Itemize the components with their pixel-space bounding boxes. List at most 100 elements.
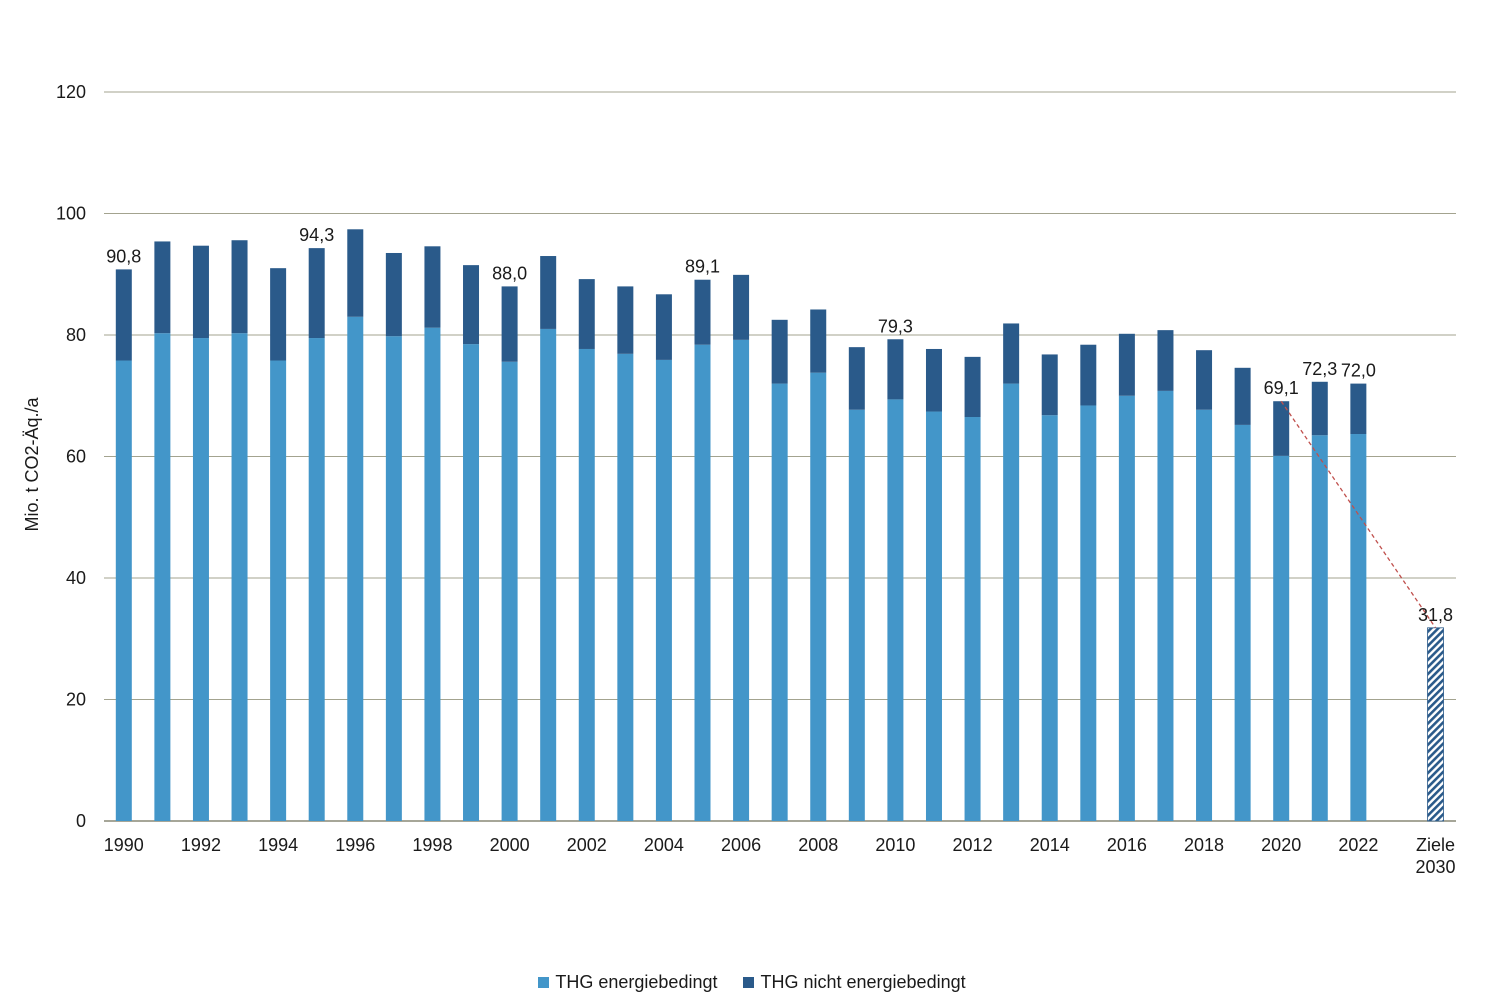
bar-energiebedingt <box>154 333 171 821</box>
data-label: 69,1 <box>1264 378 1299 398</box>
bar-energiebedingt <box>1157 390 1174 821</box>
bar-nicht-energiebedingt <box>270 268 287 361</box>
bar-energiebedingt <box>1234 424 1251 821</box>
legend-item-energiebedingt: THG energiebedingt <box>538 972 717 993</box>
bar-energiebedingt <box>578 348 595 821</box>
data-label: 90,8 <box>106 246 141 266</box>
bar-energiebedingt <box>347 316 364 821</box>
y-axis-label: Mio. t CO2-Äq./a <box>22 396 42 531</box>
x-tick-label: 2004 <box>644 835 684 855</box>
bar-nicht-energiebedingt <box>771 319 788 384</box>
bar-nicht-energiebedingt <box>887 339 904 400</box>
bar-energiebedingt <box>192 338 209 821</box>
bar-energiebedingt <box>1041 415 1058 821</box>
bar-nicht-energiebedingt <box>733 274 750 340</box>
bar-energiebedingt <box>385 336 402 821</box>
x-tick-label: 2002 <box>567 835 607 855</box>
x-tick-label: 2010 <box>875 835 915 855</box>
bar-nicht-energiebedingt <box>192 245 209 339</box>
data-label: 72,3 <box>1302 359 1337 379</box>
bar-energiebedingt <box>1350 434 1367 821</box>
bar-nicht-energiebedingt <box>655 294 672 360</box>
y-tick-label: 100 <box>56 204 86 224</box>
bar-energiebedingt <box>655 359 672 821</box>
bar-nicht-energiebedingt <box>154 241 171 334</box>
bar-nicht-energiebedingt <box>848 347 865 410</box>
bar-energiebedingt <box>115 360 132 821</box>
bar-nicht-energiebedingt <box>385 252 402 337</box>
bar-energiebedingt <box>463 344 480 821</box>
bar-energiebedingt <box>925 411 942 821</box>
x-tick-label: 2008 <box>798 835 838 855</box>
bar-nicht-energiebedingt <box>810 309 827 373</box>
bar-energiebedingt <box>308 338 325 821</box>
bars <box>115 229 1444 822</box>
bar-nicht-energiebedingt <box>1273 401 1290 456</box>
bar-nicht-energiebedingt <box>424 246 441 328</box>
y-tick-label: 60 <box>66 447 86 467</box>
y-tick-label: 120 <box>56 82 86 102</box>
x-tick-label: 2016 <box>1107 835 1147 855</box>
x-tick-label: 1990 <box>104 835 144 855</box>
legend-item-nicht-energiebedingt: THG nicht energiebedingt <box>743 972 966 993</box>
bar-ziel-2030 <box>1427 627 1444 822</box>
x-tick-label: 1992 <box>181 835 221 855</box>
bar-energiebedingt <box>848 409 865 821</box>
x-tick-label-line: Ziele <box>1416 835 1455 855</box>
bar-nicht-energiebedingt <box>1196 350 1213 410</box>
bar-nicht-energiebedingt <box>347 229 364 317</box>
bar-nicht-energiebedingt <box>308 248 325 339</box>
legend: THG energiebedingt THG nicht energiebedi… <box>0 972 1504 993</box>
bar-energiebedingt <box>617 353 634 821</box>
bar-energiebedingt <box>270 360 287 821</box>
y-axis-ticks: 0 20 40 60 80 100 120 <box>56 82 86 831</box>
bar-energiebedingt <box>771 383 788 821</box>
x-tick-label-line: 2030 <box>1415 857 1455 877</box>
data-label: 31,8 <box>1418 605 1453 625</box>
y-tick-label: 80 <box>66 325 86 345</box>
legend-label-nicht-energiebedingt: THG nicht energiebedingt <box>760 972 966 992</box>
bar-nicht-energiebedingt <box>1350 383 1367 435</box>
bar-nicht-energiebedingt <box>1041 354 1058 416</box>
bar-energiebedingt <box>1196 409 1213 821</box>
y-tick-label: 40 <box>66 568 86 588</box>
trend-line <box>1280 400 1437 629</box>
bar-energiebedingt <box>1080 405 1097 821</box>
bar-nicht-energiebedingt <box>540 256 557 329</box>
legend-swatch-nicht-energiebedingt <box>743 977 755 988</box>
x-tick-label: 1996 <box>335 835 375 855</box>
x-tick-label: 2022 <box>1338 835 1378 855</box>
x-tick-label: 2018 <box>1184 835 1224 855</box>
x-tick-label: 2006 <box>721 835 761 855</box>
data-label: 79,3 <box>878 316 913 336</box>
bar-nicht-energiebedingt <box>578 279 595 349</box>
bar-energiebedingt <box>1311 435 1328 821</box>
bar-nicht-energiebedingt <box>501 286 518 362</box>
bar-energiebedingt <box>1273 455 1290 821</box>
bar-energiebedingt <box>733 339 750 821</box>
bar-energiebedingt <box>887 399 904 821</box>
bar-energiebedingt <box>694 344 711 821</box>
data-label: 89,1 <box>685 257 720 277</box>
y-tick-label: 0 <box>76 811 86 831</box>
data-label: 88,0 <box>492 263 527 283</box>
x-tick-label: 2014 <box>1030 835 1070 855</box>
bar-nicht-energiebedingt <box>231 240 248 334</box>
legend-label-energiebedingt: THG energiebedingt <box>555 972 718 992</box>
bar-nicht-energiebedingt <box>617 286 634 354</box>
trend-line-2030 <box>1280 400 1437 629</box>
bar-nicht-energiebedingt <box>1234 367 1251 425</box>
bar-energiebedingt <box>810 372 827 821</box>
data-labels: 90,8 94,3 88,0 89,1 79,3 69,172,3 72,0 31,8 <box>106 225 1453 625</box>
bar-energiebedingt <box>424 327 441 821</box>
bar-nicht-energiebedingt <box>1118 333 1135 396</box>
bar-energiebedingt <box>1118 395 1135 821</box>
bar-nicht-energiebedingt <box>1311 381 1328 436</box>
bar-nicht-energiebedingt <box>1157 330 1174 391</box>
data-label: 94,3 <box>299 225 334 245</box>
data-label: 72,0 <box>1341 361 1376 381</box>
bar-nicht-energiebedingt <box>1080 344 1097 406</box>
legend-swatch-energiebedingt <box>538 977 550 988</box>
y-tick-label: 20 <box>66 690 86 710</box>
